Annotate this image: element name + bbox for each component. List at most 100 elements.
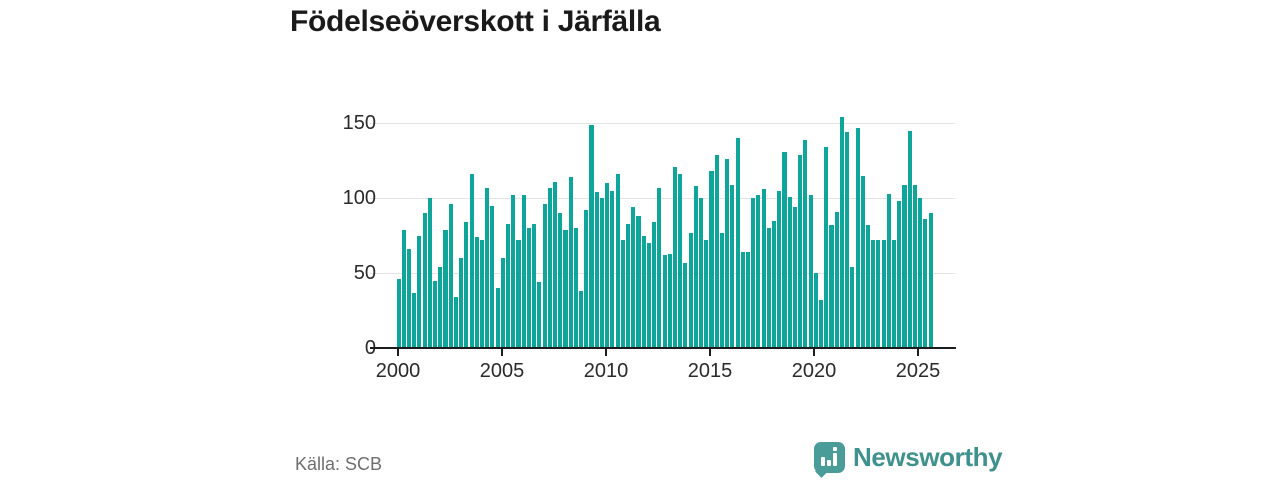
bar <box>652 222 657 348</box>
bar <box>433 280 438 348</box>
bar <box>834 211 839 348</box>
bar <box>406 249 412 348</box>
bar <box>563 229 568 348</box>
bar <box>396 279 401 348</box>
bar <box>766 228 771 348</box>
bar <box>453 297 458 348</box>
bar <box>521 195 526 348</box>
y-axis-label: 100 <box>342 187 376 209</box>
bar <box>808 195 813 348</box>
newsworthy-wordmark: Newsworthy <box>853 442 1003 472</box>
x-axis-label: 2010 <box>583 360 629 382</box>
chart-title: Födelseöverskott i Järfälla <box>290 5 661 38</box>
y-axis-label: 0 <box>320 337 376 359</box>
bar <box>871 240 876 348</box>
bar <box>850 267 855 348</box>
bar <box>829 225 834 348</box>
bar <box>568 177 573 348</box>
bar <box>761 189 766 348</box>
bar <box>865 225 871 348</box>
bar <box>631 207 636 348</box>
bar <box>897 201 902 348</box>
gridline-150 <box>370 122 955 124</box>
bar <box>511 195 516 348</box>
bar <box>516 240 521 348</box>
bar <box>855 127 860 348</box>
bar <box>552 181 558 348</box>
bar <box>599 198 605 348</box>
bar <box>646 243 651 348</box>
bar <box>735 138 740 348</box>
x-tick-mark <box>813 349 815 356</box>
x-tick-mark <box>501 349 503 356</box>
bar <box>401 229 406 348</box>
x-axis-label: 2005 <box>479 360 525 382</box>
bar <box>678 174 683 348</box>
bar <box>688 232 693 348</box>
x-axis-label: 2020 <box>791 360 837 382</box>
bar <box>438 267 443 348</box>
bar <box>902 184 907 348</box>
bar <box>714 154 719 348</box>
x-tick-mark <box>917 349 919 356</box>
source-label: Källa: SCB <box>295 454 383 474</box>
bar <box>798 154 803 348</box>
bar <box>845 132 850 348</box>
bar <box>740 252 745 348</box>
bar <box>427 198 432 348</box>
bar <box>459 258 464 348</box>
bar <box>782 151 787 348</box>
bar <box>636 216 641 348</box>
x-axis-label: 2015 <box>687 360 733 382</box>
bar <box>506 223 511 348</box>
bar <box>699 198 704 348</box>
bar <box>417 235 422 348</box>
bar <box>626 223 631 348</box>
bar <box>839 117 844 348</box>
bar <box>886 193 891 348</box>
bar <box>495 288 500 348</box>
logo-bar-1 <box>821 457 825 466</box>
bar <box>725 159 730 348</box>
bar <box>876 240 881 348</box>
bar <box>704 240 709 348</box>
y-axis-label: 150 <box>342 112 376 134</box>
bar <box>584 210 589 348</box>
bar <box>657 187 662 348</box>
bar <box>615 174 620 348</box>
gridline-50 <box>370 272 955 274</box>
x-axis-line <box>370 347 956 349</box>
bar <box>892 240 897 348</box>
bar <box>641 235 646 348</box>
bar <box>474 237 479 348</box>
speech-bubble-tail <box>815 465 828 478</box>
bar <box>803 139 808 348</box>
logo-bar-2 <box>827 460 831 466</box>
bar <box>547 187 552 348</box>
bar <box>772 220 777 348</box>
bar <box>594 192 599 348</box>
logo-bar-3 <box>833 453 837 466</box>
newsworthy-logo-icon <box>814 442 845 478</box>
bar <box>756 195 761 348</box>
bar <box>813 273 818 348</box>
bar <box>709 171 714 348</box>
bar <box>610 190 615 348</box>
bar <box>792 207 797 348</box>
bar <box>605 183 610 348</box>
x-tick-mark <box>709 349 711 356</box>
bar <box>573 228 578 348</box>
x-tick-mark <box>605 349 607 356</box>
bar <box>824 147 829 348</box>
bar <box>777 190 782 348</box>
bar <box>469 174 474 348</box>
bar <box>907 130 912 348</box>
bar <box>422 213 427 348</box>
bar <box>918 198 923 348</box>
bar <box>787 196 792 348</box>
bar <box>693 186 698 348</box>
newsworthy-logo[interactable]: Newsworthy <box>814 442 1003 478</box>
bar <box>490 205 495 348</box>
bar <box>537 282 542 348</box>
bar <box>448 204 453 348</box>
